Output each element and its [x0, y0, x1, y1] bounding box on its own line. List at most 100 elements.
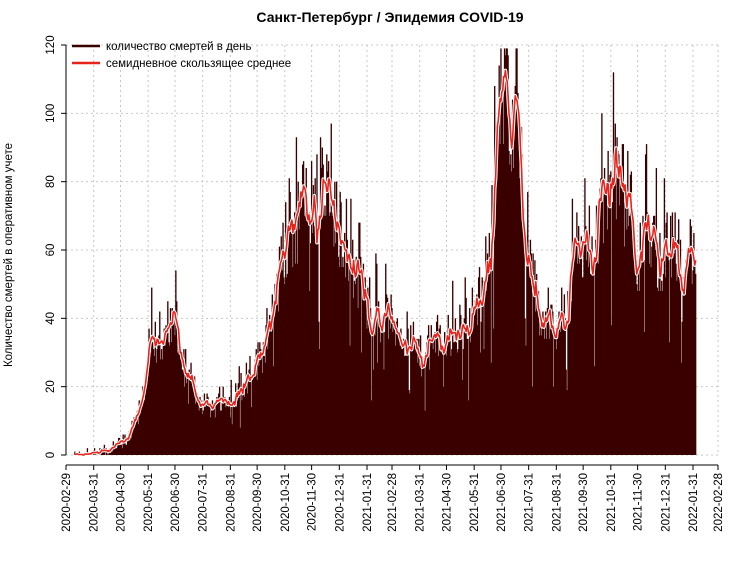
daily-deaths-bar — [530, 253, 532, 455]
daily-deaths-bar — [508, 150, 510, 456]
daily-deaths-bar — [193, 376, 196, 455]
daily-deaths-bar — [449, 338, 451, 455]
y-tick-label: 40 — [45, 312, 57, 325]
daily-deaths-bar — [146, 369, 148, 455]
daily-deaths-bar — [173, 311, 175, 455]
daily-deaths-bar — [659, 232, 661, 455]
daily-deaths-bar — [681, 321, 683, 455]
daily-deaths-bar — [215, 400, 217, 455]
daily-deaths-bar — [286, 273, 289, 455]
daily-deaths-bar — [669, 215, 672, 455]
daily-deaths-bar — [497, 113, 499, 455]
daily-deaths-bar — [393, 321, 395, 455]
daily-deaths-bar — [427, 335, 429, 455]
daily-deaths-bar — [695, 273, 697, 455]
daily-deaths-bar — [605, 185, 608, 455]
daily-deaths-bar — [528, 260, 531, 455]
daily-deaths-bar — [218, 386, 221, 455]
daily-deaths-bar — [192, 379, 194, 455]
daily-deaths-bar — [216, 396, 218, 455]
daily-deaths-bar — [106, 451, 108, 455]
daily-deaths-bar — [115, 448, 117, 455]
daily-deaths-bar — [245, 362, 248, 455]
daily-deaths-bar — [244, 386, 247, 455]
daily-deaths-bar — [322, 164, 324, 455]
daily-deaths-bar — [336, 232, 339, 455]
daily-deaths-bar — [370, 400, 373, 455]
daily-deaths-bar — [277, 311, 280, 455]
daily-deaths-bar — [635, 260, 637, 455]
daily-deaths-bar — [325, 215, 327, 455]
daily-deaths-bar — [274, 284, 276, 455]
daily-deaths-bar — [418, 338, 420, 455]
daily-deaths-bar — [163, 328, 165, 455]
daily-deaths-bar — [164, 345, 166, 455]
daily-deaths-bar — [341, 267, 343, 455]
daily-deaths-bar — [674, 212, 676, 455]
daily-deaths-bar — [280, 236, 282, 455]
daily-deaths-bar — [235, 407, 238, 455]
daily-deaths-bar — [151, 342, 154, 455]
daily-deaths-bar — [394, 325, 396, 455]
x-tick-label: 2021-03-31 — [415, 473, 427, 532]
daily-deaths-bar — [628, 226, 630, 455]
daily-deaths-bar — [403, 355, 406, 455]
daily-deaths-bar — [544, 338, 546, 455]
daily-deaths-bar — [513, 127, 516, 455]
daily-deaths-bar — [126, 444, 128, 455]
daily-deaths-bar — [176, 352, 179, 455]
daily-deaths-bar — [538, 335, 541, 455]
daily-deaths-bar — [616, 137, 618, 455]
daily-deaths-bar — [291, 232, 293, 455]
daily-deaths-bar — [241, 400, 243, 455]
daily-deaths-bar — [529, 239, 532, 455]
daily-deaths-bar — [557, 325, 559, 455]
daily-deaths-bar — [444, 332, 446, 455]
daily-deaths-bar — [464, 277, 466, 455]
daily-deaths-bar — [254, 359, 257, 455]
daily-deaths-bar — [476, 294, 478, 455]
daily-deaths-bar — [630, 171, 633, 456]
daily-deaths-bar — [211, 400, 214, 455]
daily-deaths-bar — [86, 448, 89, 455]
daily-deaths-bar — [272, 366, 274, 455]
daily-deaths-bar — [660, 291, 662, 455]
daily-deaths-bar — [432, 349, 434, 455]
daily-deaths-bar — [588, 205, 591, 455]
daily-deaths-bar — [586, 260, 588, 455]
x-tick-label: 2021-09-30 — [578, 473, 590, 532]
daily-deaths-bar — [680, 362, 683, 455]
daily-deaths-bar — [257, 342, 259, 455]
daily-deaths-bar — [594, 239, 597, 455]
daily-deaths-bar — [585, 226, 587, 455]
daily-deaths-bar — [661, 291, 664, 455]
daily-deaths-bar — [654, 250, 657, 455]
daily-deaths-bar — [582, 277, 584, 455]
daily-deaths-bar — [675, 263, 677, 455]
daily-deaths-bar — [629, 174, 632, 455]
daily-deaths-bar — [132, 431, 134, 455]
daily-deaths-bar — [236, 400, 239, 455]
daily-deaths-bar — [293, 212, 296, 455]
daily-deaths-bar — [631, 205, 633, 455]
daily-deaths-bar — [467, 338, 469, 455]
daily-deaths-bar — [473, 314, 475, 455]
daily-deaths-bar — [270, 332, 273, 455]
daily-deaths-bar — [147, 376, 149, 455]
daily-deaths-bar — [309, 291, 311, 455]
daily-deaths-bar — [334, 181, 336, 456]
daily-deaths-bar — [584, 178, 586, 455]
daily-deaths-bar — [111, 451, 114, 455]
daily-deaths-bar — [640, 256, 642, 455]
daily-deaths-bar — [461, 379, 464, 455]
moving-average-line — [74, 69, 697, 456]
daily-deaths-bar — [536, 273, 538, 455]
daily-deaths-bar — [160, 359, 162, 455]
daily-deaths-bar — [422, 362, 424, 455]
x-tick-label: 2021-07-31 — [524, 473, 536, 532]
daily-deaths-bar — [517, 92, 519, 455]
daily-deaths-bar — [427, 325, 430, 455]
daily-deaths-bar — [356, 270, 358, 455]
daily-deaths-bar — [268, 328, 270, 455]
daily-deaths-bar — [231, 424, 233, 455]
